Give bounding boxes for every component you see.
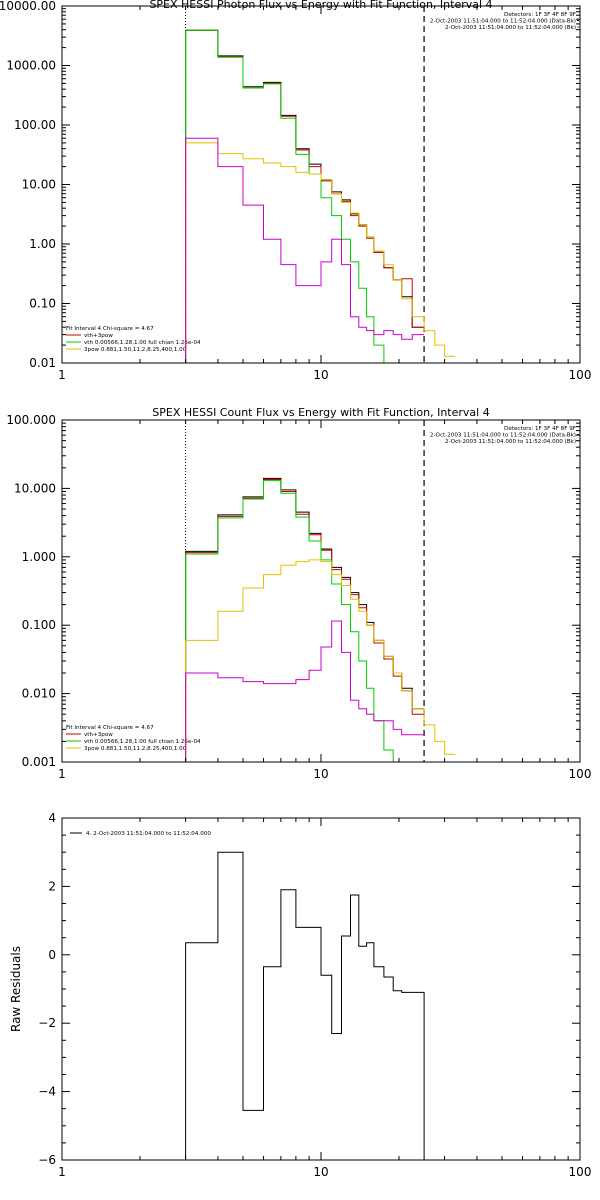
residuals-y-tick-label: 0 (48, 948, 56, 962)
count-flux-info-line: 2-Oct-2003 11:51:04.000 to 11:52:04.000 … (430, 433, 576, 439)
residuals-y-tick-label: −6 (38, 1153, 56, 1167)
count-flux-legend-label: 3pow 0.881,1.50,11.2,8.25,400,1.00 (84, 746, 187, 752)
photon-flux-info-line: 2-Oct-2003 11:51:04.000 to 11:52:04.000 … (430, 19, 576, 25)
photon-flux-y-tick-label: 0.01 (29, 356, 56, 370)
photon-flux-series-2-line (185, 29, 385, 363)
count-flux-series-4-line (185, 620, 425, 762)
photon-flux-series-group (185, 29, 456, 363)
photon-flux-x-tick-label: 10 (313, 368, 328, 382)
photon-flux-y-tick-label: 10000.00 (0, 0, 56, 13)
photon-flux-legend-header: Fit Interval 4 Chi-square = 4.67 (66, 326, 154, 332)
photon-flux-series-3-line (185, 142, 456, 363)
count-flux-legend-header: Fit Interval 4 Chi-square = 4.67 (66, 725, 154, 731)
count-flux-legend-label: vth 0.00566,1.28,1.00 full chian 1.26e-0… (84, 739, 201, 745)
count-flux-y-tick-label: 0.100 (22, 618, 56, 632)
photon-flux-legend-label: 3pow 0.881,1.50,11.2,8.25,400,1.00 (84, 347, 187, 353)
residuals-y-tick-label: −2 (38, 1016, 56, 1030)
photon-flux-legend-label: vth+3pow (84, 333, 113, 339)
count-flux-series-3-line (185, 559, 456, 762)
residuals-panel: Raw Residuals 4. 2-Oct-2003 11:51:04.000… (9, 811, 591, 1179)
count-flux-y-tick-label: 100.000 (6, 413, 56, 427)
photon-flux-legend-label: vth 0.00566,1.28,1.00 full chian 1.26e-0… (84, 340, 201, 346)
photon-flux-x-tick-label: 100 (569, 368, 592, 382)
count-flux-legend-label: vth+3pow (84, 732, 113, 738)
residuals-y-tick-label: −4 (38, 1085, 56, 1099)
photon-flux-info-line: 2-Oct-2003 11:51:04.000 to 11:52:04.000 … (445, 25, 576, 31)
residuals-y-tick-label: 2 (48, 879, 56, 893)
count-flux-y-tick-label: 1.000 (22, 550, 56, 564)
photon-flux-y-tick-label: 1.00 (29, 237, 56, 251)
count-flux-y-tick-label: 10.000 (14, 481, 56, 495)
residuals-y-tick-label: 4 (48, 811, 56, 825)
residuals-x-tick-label: 10 (313, 1165, 328, 1179)
photon-flux-series-4-line (185, 137, 425, 363)
count-flux-x-tick-label: 100 (569, 767, 592, 781)
count-flux-x-tick-label: 10 (313, 767, 328, 781)
count-flux-info-line: 2-Oct-2003 11:51:04.000 to 11:52:04.000 … (445, 439, 576, 445)
count-flux-y-tick-label: 0.010 (22, 687, 56, 701)
count-flux-series-group (185, 477, 456, 762)
count-flux-title: SPEX HESSI Count Flux vs Energy with Fit… (152, 406, 489, 419)
residuals-x-tick-label: 1 (58, 1165, 66, 1179)
photon-flux-info-line: Detectors: 1F 3F 4F 8F 9F (504, 12, 576, 18)
photon-flux-y-tick-label: 0.10 (29, 297, 56, 311)
photon-flux-x-tick-label: 1 (58, 368, 66, 382)
residuals-ylabel: Raw Residuals (9, 946, 23, 1032)
count-flux-panel: SPEX HESSI Count Flux vs Energy with Fit… (6, 406, 592, 781)
residuals-series-0-line (185, 851, 425, 1160)
count-flux-x-tick-label: 1 (58, 767, 66, 781)
photon-flux-panel: SPEX HESSI Photon Flux vs Energy with Fi… (0, 0, 592, 382)
residuals-x-tick-label: 100 (569, 1165, 592, 1179)
photon-flux-y-tick-label: 1000.00 (6, 59, 56, 73)
residuals-legend-label: 4. 2-Oct-2003 11:51:04.000 to 11:52:04.0… (86, 831, 211, 837)
residuals-series-group (185, 851, 425, 1160)
count-flux-y-tick-label: 0.001 (22, 755, 56, 769)
photon-flux-y-tick-label: 100.00 (14, 118, 56, 132)
count-flux-info-line: Detectors: 1F 3F 4F 8F 9F (504, 426, 576, 432)
photon-flux-y-tick-label: 10.00 (22, 178, 56, 192)
